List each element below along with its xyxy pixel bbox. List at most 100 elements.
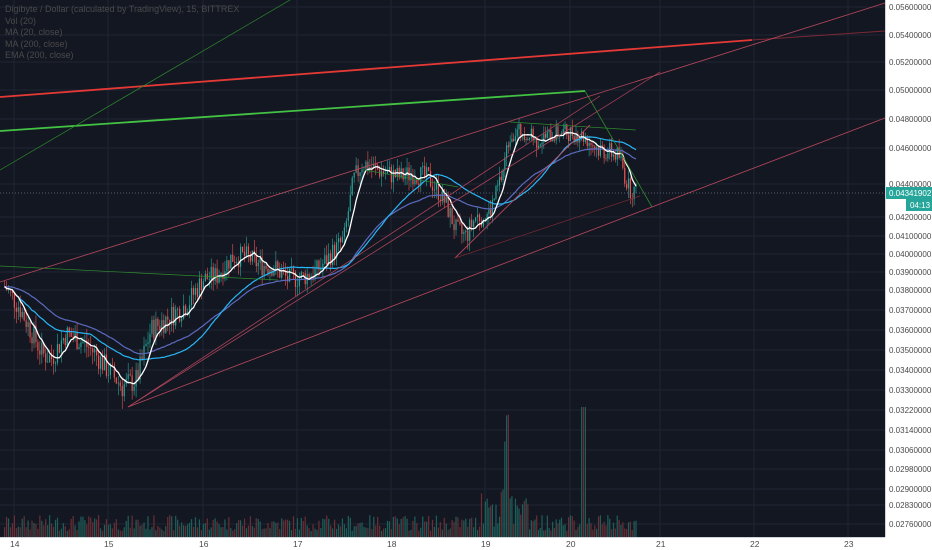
candle-body <box>371 166 373 169</box>
candle-body <box>330 253 332 266</box>
candle-body <box>92 348 94 353</box>
volume-bar <box>541 515 543 537</box>
volume-bar <box>310 530 312 537</box>
volume-bar <box>476 529 479 537</box>
candle-body <box>184 305 187 315</box>
volume-bar <box>66 530 68 537</box>
volume-bar <box>165 526 167 537</box>
candle-body <box>339 238 342 243</box>
volume-bar <box>111 528 113 537</box>
candle-body <box>241 246 244 252</box>
candle-body <box>328 253 330 265</box>
volume-bar <box>384 528 387 537</box>
volume-bar <box>339 526 342 537</box>
chart-title[interactable]: Digibyte / Dollar (calculated by Trading… <box>5 4 240 14</box>
volume-bar <box>103 524 106 537</box>
volume-bars <box>4 407 637 537</box>
volume-bar <box>113 522 115 537</box>
volume-bar <box>184 525 187 537</box>
volume-bar <box>579 524 581 537</box>
candle-body <box>536 137 538 148</box>
candle-body <box>445 197 447 203</box>
volume-bar <box>86 524 88 537</box>
volume-bar <box>603 521 605 537</box>
y-tick-label: 0.02830000 <box>889 501 932 510</box>
legend-ema200[interactable]: EMA (200, close) <box>5 50 74 60</box>
candle-body <box>275 261 277 271</box>
volume-bar <box>502 489 504 537</box>
candle-body <box>544 133 547 138</box>
candle-body <box>435 182 438 190</box>
last-price-badge[interactable] <box>886 187 932 199</box>
candle-body <box>257 262 259 267</box>
candle-body <box>437 182 439 200</box>
volume-bar <box>60 528 62 537</box>
volume-bar <box>594 525 596 537</box>
volume-bar <box>357 523 359 537</box>
volume-bar <box>461 519 463 537</box>
volume-bar <box>509 498 511 537</box>
fan-line-1 <box>127 95 601 408</box>
green-support-line <box>0 265 279 281</box>
candle-body <box>416 180 418 184</box>
volume-bar <box>263 528 265 537</box>
candle-body <box>473 220 475 228</box>
candle-body <box>439 199 441 202</box>
volume-bar <box>271 521 273 537</box>
volume-bar <box>571 516 573 537</box>
candle-body <box>70 332 72 337</box>
volume-bar <box>15 527 17 537</box>
volume-bar <box>379 525 381 537</box>
candle-body <box>335 242 338 259</box>
candle-body <box>183 305 185 319</box>
rising-red-line <box>454 124 591 259</box>
volume-bar <box>408 530 410 537</box>
volume-bar <box>52 526 55 537</box>
volume-bar <box>129 527 131 537</box>
volume-bar <box>406 518 408 537</box>
candle-body <box>249 254 251 262</box>
candle-body <box>539 144 541 146</box>
volume-bar <box>347 515 349 537</box>
volume-bar <box>620 524 622 537</box>
volume-bar <box>94 518 96 537</box>
candle-body <box>228 260 230 269</box>
volume-bar <box>530 520 532 537</box>
candle-body <box>255 254 257 267</box>
legend-volume[interactable]: Vol (20) <box>5 15 37 26</box>
candle-body <box>361 169 363 173</box>
candle-body <box>220 273 222 277</box>
candle-body <box>406 167 408 177</box>
legend-ma200[interactable]: MA (200, close) <box>5 38 68 49</box>
volume-bar <box>560 517 563 537</box>
countdown-badge <box>906 199 932 211</box>
volume-bar <box>19 527 21 537</box>
candle-body <box>11 290 14 293</box>
volume-bar <box>373 516 375 537</box>
volume-bar <box>101 530 104 537</box>
candle-body <box>298 278 300 287</box>
candle-body <box>546 132 548 138</box>
volume-bar <box>273 521 275 537</box>
volume-bar <box>33 523 35 537</box>
candle-body <box>488 209 490 214</box>
candle-body <box>51 355 53 360</box>
volume-bar <box>131 515 133 537</box>
candle-body <box>111 364 113 366</box>
candle-body <box>347 211 349 221</box>
volume-bar <box>37 528 39 537</box>
candle-body <box>153 319 155 339</box>
candle-body <box>592 145 594 147</box>
candle-body <box>238 262 240 267</box>
candle-body <box>529 137 531 140</box>
candle-body <box>27 322 29 328</box>
volume-bar <box>635 520 637 537</box>
volume-bar <box>388 521 391 537</box>
channel-lower <box>127 117 886 408</box>
candle-body <box>412 174 414 185</box>
volume-bar <box>369 515 371 537</box>
legend-ma20[interactable]: MA (20, close) <box>5 27 63 37</box>
candle-body <box>232 254 234 262</box>
